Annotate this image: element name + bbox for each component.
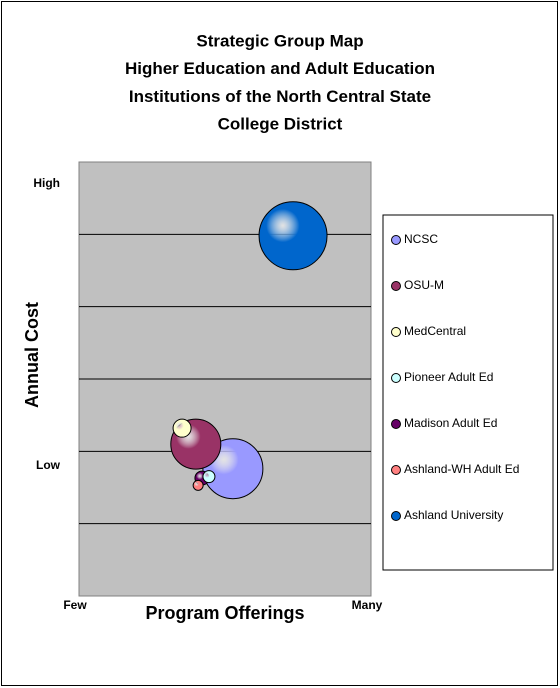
chart-title: College District [218, 115, 343, 134]
chart-title: Higher Education and Adult Education [125, 59, 435, 78]
legend-label: Madison Adult Ed [404, 416, 497, 430]
chart-title: Strategic Group Map [196, 31, 363, 50]
legend-marker [391, 465, 401, 475]
bubble [202, 470, 216, 484]
bubble [258, 201, 328, 271]
bubble [172, 418, 192, 438]
legend-box [382, 214, 554, 571]
legend-marker [391, 419, 401, 429]
legend-marker [391, 373, 401, 383]
y-tick-label: High [33, 176, 60, 190]
x-axis-title: Program Offerings [145, 603, 304, 623]
legend-marker [391, 327, 401, 337]
legend-marker [391, 235, 401, 245]
legend-label: OSU-M [404, 278, 444, 292]
legend-marker [391, 281, 401, 291]
x-tick-label: Many [352, 598, 383, 612]
y-tick-label: Low [36, 458, 61, 472]
legend-label: MedCentral [404, 324, 466, 338]
x-tick-label: Few [63, 598, 87, 612]
legend-label: NCSC [404, 232, 438, 246]
y-axis-title: Annual Cost [22, 302, 42, 408]
legend-label: Ashland University [404, 508, 503, 522]
bubble [192, 479, 204, 491]
legend-label: Pioneer Adult Ed [404, 370, 493, 384]
chart-title: Institutions of the North Central State [129, 87, 431, 106]
legend-marker [391, 511, 401, 521]
legend-label: Ashland-WH Adult Ed [404, 462, 519, 476]
